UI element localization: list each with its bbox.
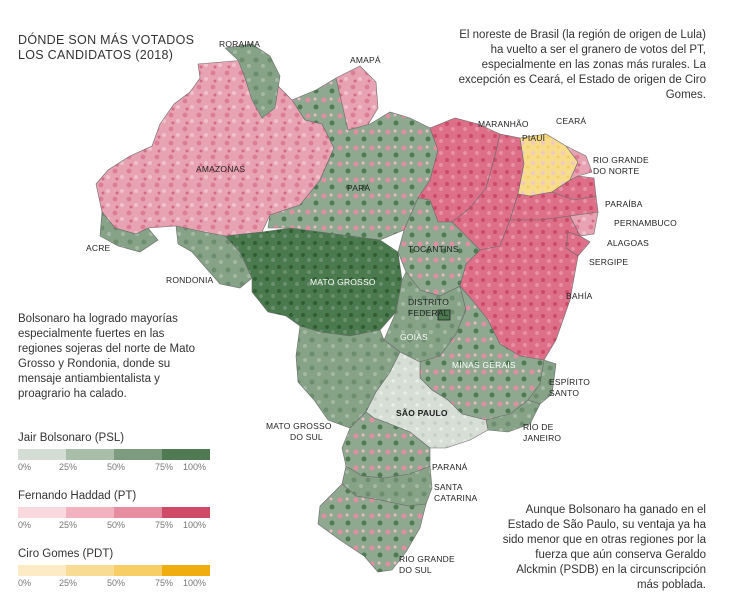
label-parana: PARANÁ [432,462,468,472]
tick-label: 50% [107,462,126,472]
tick-label: 75% [155,462,174,472]
label-minas-gerais: MINAS GERAIS [452,360,516,370]
label-amazonas: AMAZONAS [196,164,245,174]
legend-bolsonaro-swatch [162,449,210,460]
legend-haddad-label: Fernando Haddad (PT) [18,490,137,502]
legend-haddad-ticks: 0% 25% 50% 75% 100% [18,520,213,532]
label-para: PARÁ [347,183,370,193]
legend-bolsonaro-swatch [114,449,162,460]
tick-label: 25% [59,578,78,588]
map-title: DÓNDE SON MÁS VOTADOS LOS CANDIDATOS (20… [18,33,198,63]
legend-ciro-swatch [162,565,210,576]
label-rio-de-janeiro-1: RÍO DE [523,422,554,432]
label-santa-catarina-1: SANTA [434,482,463,492]
legend-haddad-swatch [162,507,210,518]
label-goias: GOIÁS [400,332,428,342]
tick-label: 25% [59,520,78,530]
label-acre: ACRE [86,243,111,253]
state-distrito-federal [437,309,451,321]
map-title-line-2: LOS CANDIDATOS (2018) [18,48,174,62]
label-alagoas: ALAGOAS [607,238,649,248]
label-rio-grande-do-norte-1: RIO GRANDE [593,155,649,165]
tick-label: 25% [59,462,78,472]
center-west-annotation: Bolsonaro ha logrado mayorías especialme… [18,313,196,400]
label-paraiba: PARAÍBA [605,199,643,209]
legend-bolsonaro-swatch [66,449,114,460]
label-tocantins: TOCANTINS [408,244,459,254]
label-ceara: CEARÁ [556,116,586,126]
tick-label: 100% [183,578,207,588]
label-sergipe: SERGIPE [589,257,628,267]
legend-bolsonaro-label: Jair Bolsonaro (PSL) [18,432,125,444]
legend-ciro-swatch [18,565,66,576]
state-rio-de-janeiro [485,399,541,433]
state-acre [99,211,159,253]
label-distrito-federal-2: FEDERAL [408,308,449,318]
legend-ciro-ticks: 0% 25% 50% 75% 100% [18,578,213,590]
label-mato-grosso: MATO GROSSO [310,277,376,287]
label-espirito-santo-2: SANTO [549,388,579,398]
label-bahia: BAHÍA [566,291,593,301]
legend-ciro-swatch [66,565,114,576]
legend-bolsonaro-scale [18,449,210,460]
label-espirito-santo-1: ESPÍRITO [549,377,590,387]
label-mato-grosso-do-sul-1: MATO GROSSO [266,421,332,431]
state-rio-grande-do-sul [317,483,427,573]
northeast-annotation: El noreste de Brasil (la región de orige… [458,29,706,101]
legend-ciro-swatch [114,565,162,576]
legend-bolsonaro: Jair Bolsonaro (PSL) 0% 25% 50% 75% 100% [18,432,210,474]
tick-label: 75% [155,578,174,588]
legend-haddad-swatch [18,507,66,518]
tick-label: 0% [18,578,32,588]
legend-ciro: Ciro Gomes (PDT) 0% 25% 50% 75% 100% [18,548,210,590]
legend-haddad: Fernando Haddad (PT) 0% 25% 50% 75% 100% [18,490,210,532]
tick-label: 50% [107,520,126,530]
tick-label: 50% [107,578,126,588]
legend-ciro-scale [18,565,210,576]
label-mato-grosso-do-sul-2: DO SUL [290,432,323,442]
legend-haddad-swatch [114,507,162,518]
tick-label: 100% [183,462,207,472]
legend-ciro-label: Ciro Gomes (PDT) [18,548,114,560]
label-sao-paulo: SÃO PAULO [396,408,448,418]
legend-bolsonaro-ticks: 0% 25% 50% 75% 100% [18,462,213,474]
sao-paulo-annotation: Aunque Bolsonaro ha ganado en el Estado … [502,504,706,591]
label-santa-catarina-2: CATARINA [434,493,477,503]
tick-label: 0% [18,462,32,472]
label-piaui: PIAUÍ [522,133,546,143]
label-maranhao: MARANHÃO [478,119,529,129]
label-rio-grande-do-sul-2: DO SUL [399,565,432,575]
label-roraima: RORAIMA [219,39,260,49]
tick-label: 75% [155,520,174,530]
map-title-line-1: DÓNDE SON MÁS VOTADOS [18,33,195,47]
label-rio-de-janeiro-2: JANEIRO [523,433,561,443]
label-amapa: AMAPÁ [350,55,381,65]
state-rondonia [175,225,253,289]
label-distrito-federal-1: DISTRITO [408,297,449,307]
state-para [267,77,439,241]
legend-haddad-swatch [66,507,114,518]
tick-label: 100% [183,520,207,530]
label-rondonia: RONDONIA [166,275,214,285]
legend-haddad-scale [18,507,210,518]
legend-bolsonaro-swatch [18,449,66,460]
state-roraima [224,43,281,119]
label-rio-grande-do-sul-1: RIO GRANDE [399,554,455,564]
tick-label: 0% [18,520,32,530]
label-rio-grande-do-norte-2: DO NORTE [593,166,639,176]
label-pernambuco: PERNAMBUCO [614,218,677,228]
